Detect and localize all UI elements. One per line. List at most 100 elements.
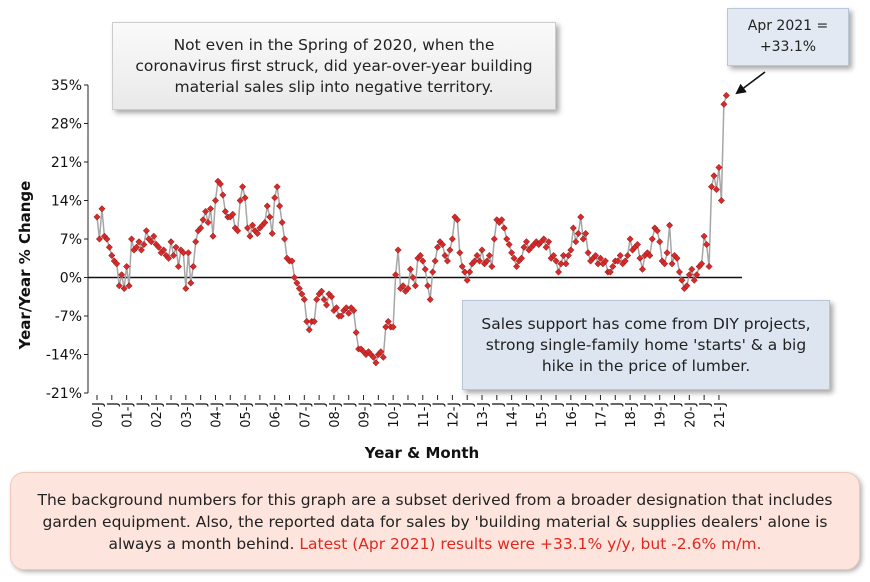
x-tick-label: 12-J bbox=[446, 402, 461, 428]
point bbox=[601, 257, 609, 265]
point bbox=[545, 238, 553, 246]
point bbox=[663, 249, 671, 257]
point bbox=[404, 284, 412, 293]
point bbox=[266, 213, 274, 221]
point bbox=[202, 207, 210, 216]
point bbox=[369, 353, 377, 361]
x-tick-label: J bbox=[195, 402, 210, 407]
point bbox=[653, 227, 661, 235]
point bbox=[638, 265, 646, 273]
point bbox=[577, 213, 585, 221]
point bbox=[372, 359, 380, 367]
point bbox=[522, 238, 530, 246]
point bbox=[411, 282, 419, 290]
point bbox=[379, 353, 387, 361]
point bbox=[206, 205, 215, 213]
point bbox=[303, 317, 311, 326]
point bbox=[118, 271, 126, 279]
point bbox=[221, 207, 229, 216]
point bbox=[446, 246, 454, 254]
point bbox=[698, 260, 706, 268]
point bbox=[505, 240, 513, 249]
point bbox=[95, 235, 104, 243]
point bbox=[298, 290, 306, 298]
point bbox=[165, 254, 173, 262]
point bbox=[147, 238, 155, 246]
point bbox=[120, 284, 128, 293]
point bbox=[596, 254, 605, 262]
x-tick-label: J bbox=[402, 402, 417, 407]
point bbox=[712, 185, 721, 194]
x-tick-label: J bbox=[669, 402, 684, 407]
point bbox=[485, 251, 493, 260]
point bbox=[626, 235, 634, 243]
point bbox=[377, 348, 385, 356]
point bbox=[668, 260, 676, 268]
x-tick-label: J bbox=[313, 402, 328, 407]
y-tick-label: 0% bbox=[60, 271, 82, 287]
point bbox=[115, 282, 123, 290]
point bbox=[310, 317, 318, 326]
x-tick-label: J bbox=[580, 402, 595, 407]
x-tick-label: 09-J bbox=[358, 402, 373, 428]
point bbox=[498, 216, 506, 224]
y-tick-label: 28% bbox=[51, 117, 82, 133]
point bbox=[239, 183, 247, 191]
point bbox=[675, 268, 684, 276]
footnote-text: The background numbers for this graph ar… bbox=[37, 491, 833, 553]
point bbox=[478, 246, 486, 254]
point bbox=[327, 293, 336, 301]
point bbox=[426, 295, 434, 304]
point bbox=[717, 196, 725, 205]
x-tick-label: 01-J bbox=[121, 402, 136, 428]
point bbox=[434, 243, 442, 251]
point bbox=[453, 216, 461, 224]
point bbox=[305, 326, 313, 334]
point bbox=[313, 295, 321, 304]
point bbox=[350, 306, 358, 315]
point bbox=[192, 238, 200, 246]
point bbox=[261, 218, 269, 227]
point bbox=[572, 238, 580, 246]
point bbox=[295, 284, 303, 293]
point bbox=[234, 227, 242, 235]
point bbox=[160, 246, 168, 254]
point bbox=[554, 268, 563, 276]
point bbox=[490, 235, 498, 243]
point bbox=[500, 224, 508, 232]
point bbox=[322, 301, 331, 309]
point bbox=[550, 251, 558, 260]
point bbox=[483, 257, 491, 265]
point bbox=[123, 262, 131, 271]
point bbox=[567, 246, 575, 254]
point bbox=[703, 240, 711, 249]
x-tick-label: 03-J bbox=[180, 402, 195, 428]
point bbox=[399, 282, 407, 290]
point bbox=[443, 257, 452, 265]
point bbox=[103, 235, 111, 243]
point bbox=[557, 260, 565, 268]
point bbox=[438, 240, 447, 249]
point bbox=[406, 265, 414, 273]
point bbox=[248, 221, 257, 229]
point bbox=[458, 262, 466, 271]
y-tick-label: -21% bbox=[46, 386, 82, 402]
x-tick-label: J bbox=[106, 402, 121, 407]
point bbox=[473, 251, 481, 260]
point bbox=[352, 328, 360, 337]
x-tick-label: 10-J bbox=[387, 402, 402, 428]
x-tick-label: J bbox=[639, 402, 654, 407]
point bbox=[236, 196, 244, 205]
point bbox=[574, 229, 582, 238]
point bbox=[475, 257, 484, 265]
point bbox=[636, 254, 644, 262]
point bbox=[559, 251, 568, 260]
x-tick-label: 00-J bbox=[91, 402, 106, 428]
point bbox=[666, 221, 674, 229]
x-tick-label: J bbox=[284, 402, 299, 407]
point bbox=[690, 276, 698, 284]
point bbox=[722, 91, 730, 100]
footnote: The background numbers for this graph ar… bbox=[10, 472, 860, 570]
